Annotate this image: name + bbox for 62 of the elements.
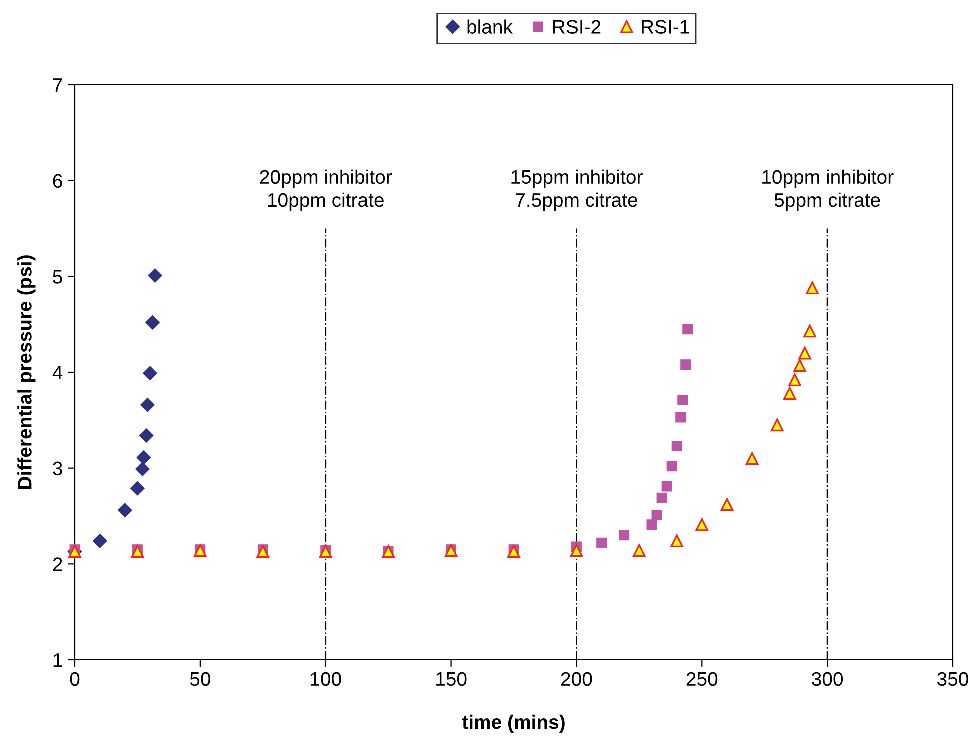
point [143,366,158,381]
ref-line-label: 10ppm inhibitor 5ppm citrate [762,170,894,212]
ref-line-label: 15ppm inhibitor 7.5ppm citrate [512,170,643,212]
point [696,518,709,532]
point [798,346,812,360]
point [672,441,682,452]
point [662,481,672,492]
x-tick-label: 250 [686,672,718,686]
point [678,395,688,406]
point [676,412,686,423]
point [136,450,152,466]
point [570,544,584,558]
point [646,520,658,530]
x-tick-label: 200 [561,672,592,686]
y-tick-label: 3 [53,462,62,476]
point [656,492,668,504]
point [136,462,150,477]
x-tick-label: 0 [70,672,80,686]
legend-label: blank [468,20,514,34]
point [670,534,684,548]
point [619,530,630,541]
point [131,545,144,558]
point [148,268,162,283]
point [140,398,155,412]
x-tick-label: 300 [812,672,844,686]
point [596,538,608,548]
point [788,374,802,387]
x-axis-title: time (mins) [462,714,565,734]
point [784,387,796,400]
point [633,544,646,558]
x-tick-label: 100 [311,672,342,686]
x-tick-label: 50 [190,672,210,686]
point [139,428,154,443]
point [130,481,145,496]
point [804,324,816,338]
ref-line-label: 20ppm inhibitor 10ppm citrate [260,170,392,212]
point [771,418,784,432]
point [746,452,759,466]
point [666,461,678,472]
y-tick-label: 5 [53,270,62,284]
y-tick-label: 2 [53,558,62,572]
legend-label: RSI-2 [553,20,601,34]
point [256,545,270,558]
point [720,498,734,512]
legend-label: RSI-1 [642,20,690,34]
point [806,282,819,295]
y-tick-label: 4 [52,366,63,380]
y-axis-title: Differential pressure (psi) [18,256,36,489]
x-tick-label: 150 [436,672,467,686]
point [680,360,692,370]
x-tick-label: 350 [938,672,968,686]
y-tick-label: 1 [54,654,62,668]
point [92,534,108,548]
point [319,545,332,558]
point [682,324,694,335]
point [794,359,806,372]
y-tick-label: 6 [53,174,62,188]
point [652,510,662,521]
point [508,545,520,558]
y-tick-label: 7 [53,78,62,92]
point [146,315,160,330]
point [118,503,132,518]
